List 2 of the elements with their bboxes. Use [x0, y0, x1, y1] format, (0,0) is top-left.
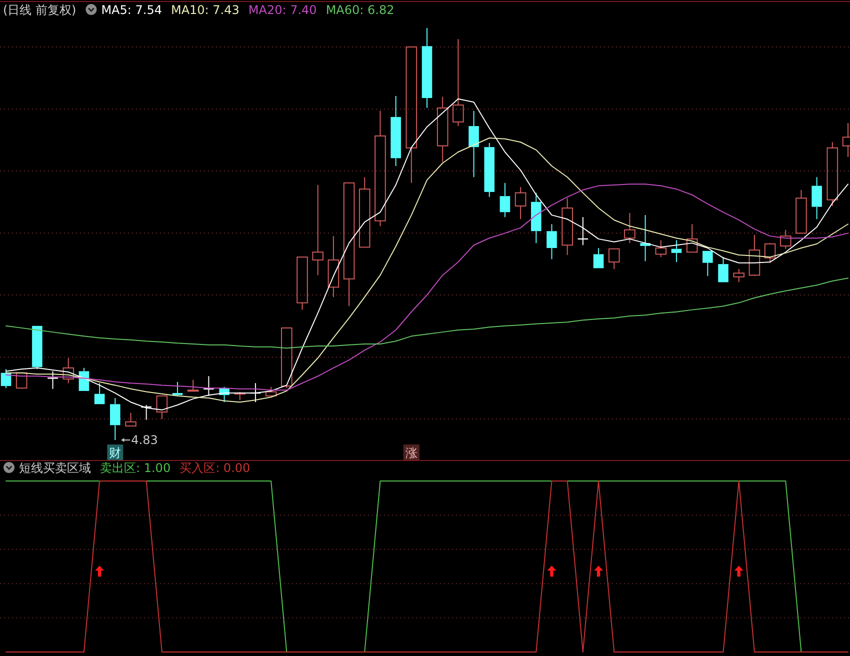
title: (日线 前复权): [3, 3, 76, 17]
title: 短线买卖区域: [19, 461, 91, 475]
